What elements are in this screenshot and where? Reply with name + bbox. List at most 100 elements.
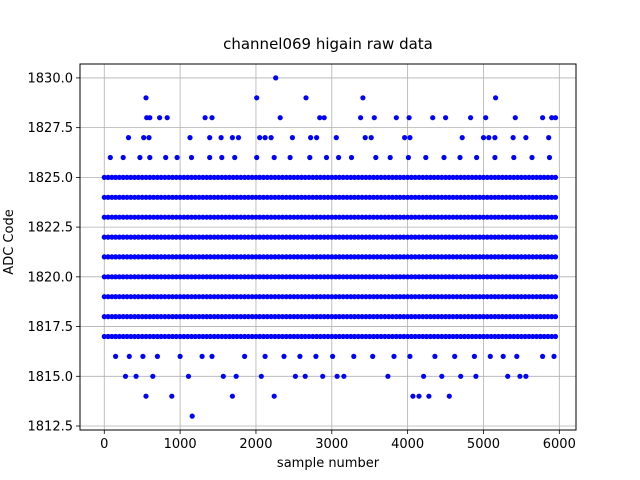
data-point xyxy=(518,314,525,320)
data-point xyxy=(480,214,487,220)
data-point xyxy=(260,314,267,320)
data-point xyxy=(306,333,312,340)
data-point xyxy=(454,234,460,240)
data-point xyxy=(351,333,358,340)
data-point xyxy=(541,174,547,180)
data-point xyxy=(188,194,195,200)
data-point xyxy=(393,333,399,340)
data-point xyxy=(211,314,217,320)
data-point xyxy=(272,314,278,320)
data-point xyxy=(439,254,445,260)
data-point xyxy=(173,174,179,180)
y-tick-label: 1812.5 xyxy=(28,420,74,435)
data-point xyxy=(518,274,525,280)
data-point xyxy=(120,254,126,260)
data-point xyxy=(454,314,460,320)
data-point xyxy=(287,234,293,240)
data-point xyxy=(473,274,479,280)
data-point xyxy=(209,115,215,121)
data-point xyxy=(518,294,525,300)
data-point xyxy=(529,154,535,161)
data-point xyxy=(137,154,143,161)
data-point xyxy=(105,214,111,220)
data-point xyxy=(522,333,528,340)
data-point xyxy=(295,314,301,320)
x-tick-label: 4000 xyxy=(391,437,424,452)
data-point xyxy=(124,274,130,280)
data-point xyxy=(496,333,502,340)
data-point xyxy=(187,135,193,141)
data-point xyxy=(348,274,354,280)
data-point xyxy=(320,373,326,379)
data-point xyxy=(113,174,119,180)
data-point xyxy=(373,154,379,161)
data-point xyxy=(279,333,286,340)
data-point xyxy=(254,154,260,161)
data-point xyxy=(279,294,286,300)
data-point xyxy=(363,314,369,320)
data-point xyxy=(439,333,445,340)
data-point xyxy=(310,214,316,220)
data-point xyxy=(534,194,540,200)
data-point xyxy=(507,234,513,240)
data-point xyxy=(336,314,342,320)
x-tick-label: 6000 xyxy=(543,437,576,452)
data-point xyxy=(249,194,255,200)
data-point xyxy=(401,254,407,260)
data-point xyxy=(534,333,540,340)
data-point xyxy=(408,234,414,240)
data-point xyxy=(359,174,365,180)
data-point xyxy=(143,214,149,220)
data-point xyxy=(116,214,122,220)
data-point xyxy=(393,214,399,220)
data-point xyxy=(128,234,134,240)
data-point xyxy=(238,314,244,320)
data-point xyxy=(355,234,361,240)
data-point xyxy=(386,174,392,180)
data-point xyxy=(166,333,172,340)
data-point xyxy=(355,214,361,220)
data-point xyxy=(492,314,498,320)
data-point xyxy=(295,234,301,240)
data-point xyxy=(177,353,183,359)
data-point xyxy=(291,174,297,180)
data-point xyxy=(146,135,152,141)
data-point xyxy=(333,135,339,141)
data-point xyxy=(378,234,384,240)
data-point xyxy=(196,274,202,280)
data-point xyxy=(242,314,248,320)
data-point xyxy=(359,194,365,200)
data-point xyxy=(283,254,289,260)
data-point xyxy=(238,234,244,240)
data-point xyxy=(458,274,464,280)
data-point xyxy=(253,174,259,180)
data-point xyxy=(188,294,195,300)
data-point xyxy=(393,254,399,260)
data-point xyxy=(360,95,366,101)
data-point xyxy=(348,234,354,240)
data-point xyxy=(204,294,210,300)
data-point xyxy=(158,194,164,200)
data-point xyxy=(253,294,259,300)
data-point xyxy=(257,135,263,141)
data-point xyxy=(264,274,270,280)
data-point xyxy=(185,333,191,340)
data-point xyxy=(370,333,377,340)
data-point xyxy=(105,314,111,320)
data-point xyxy=(351,214,358,220)
data-point xyxy=(242,194,248,200)
data-point xyxy=(496,254,502,260)
data-point xyxy=(397,274,403,280)
data-point xyxy=(522,194,528,200)
data-point xyxy=(173,314,179,320)
data-point xyxy=(128,214,134,220)
data-point xyxy=(154,194,160,200)
data-point xyxy=(207,214,213,220)
data-point xyxy=(355,294,361,300)
data-point xyxy=(378,314,384,320)
data-point xyxy=(226,254,232,260)
data-point xyxy=(473,294,479,300)
data-point xyxy=(314,234,320,240)
data-point xyxy=(351,194,358,200)
data-point xyxy=(204,254,210,260)
